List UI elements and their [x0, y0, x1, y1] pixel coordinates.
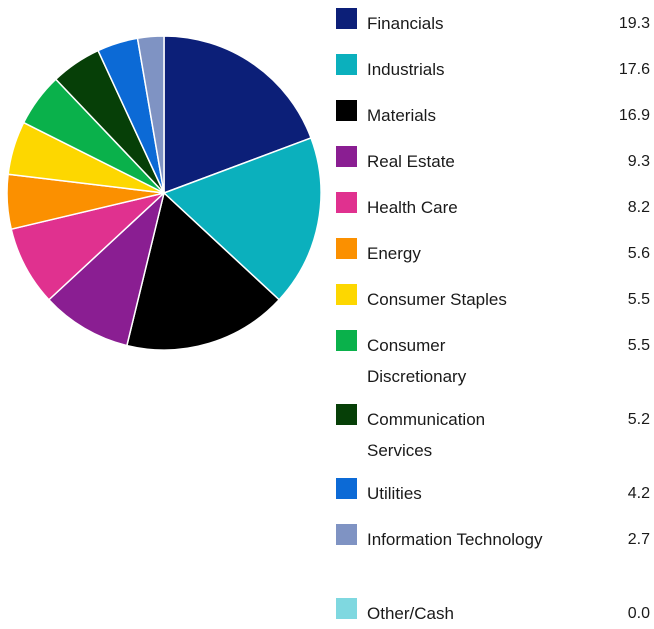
pie-slice-materials: [126, 192, 280, 351]
pie-slice-financials: [163, 35, 312, 194]
chart-legend: Financials 19.3 Industrials 17.6 Materials 16…: [336, 0, 654, 623]
pie-chart: [6, 35, 322, 351]
legend-label: Consumer Staples: [367, 290, 507, 309]
pie-slice-real-estate: [48, 192, 165, 347]
legend-label: Health Care: [367, 198, 458, 217]
pie-slice-industrials: [163, 137, 322, 301]
legend-label: Real Estate: [367, 152, 455, 171]
legend-swatch: [336, 524, 357, 545]
legend-swatch: [336, 8, 357, 29]
legend-swatch: [336, 598, 357, 619]
legend-label: Information Technology: [367, 530, 543, 549]
legend-value: 5.5: [627, 291, 650, 308]
legend-swatch: [336, 192, 357, 213]
legend-value: 16.9: [618, 107, 650, 124]
legend-value: 5.2: [627, 411, 650, 428]
legend-label: Industrials: [367, 60, 445, 79]
legend-value: 17.6: [618, 61, 650, 78]
legend-label: Materials: [367, 106, 436, 125]
legend-value: 19.3: [618, 15, 650, 32]
legend-value: 9.3: [627, 153, 650, 170]
legend-label: Utilities: [367, 484, 422, 503]
legend-value: 5.6: [627, 245, 650, 262]
legend-label: Consumer Discretionary: [367, 336, 467, 386]
legend-value: 8.2: [627, 199, 650, 216]
legend-value: 2.7: [627, 531, 650, 548]
legend-swatch: [336, 284, 357, 305]
pie-slice-information-technology: [136, 35, 165, 194]
legend-swatch: [336, 404, 357, 425]
legend-swatch: [336, 478, 357, 499]
legend-swatch: [336, 100, 357, 121]
legend-label: Energy: [367, 244, 421, 263]
legend-value: 4.2: [627, 485, 650, 502]
legend-swatch: [336, 54, 357, 75]
legend-label: Communication Services: [367, 410, 486, 460]
legend-value: 0.0: [627, 605, 650, 622]
legend-label: Financials: [367, 14, 444, 33]
legend-value: 5.5: [627, 337, 650, 354]
legend-swatch: [336, 146, 357, 167]
legend-swatch: [336, 238, 357, 259]
legend-label: Other/Cash: [367, 604, 454, 623]
legend-swatch: [336, 330, 357, 351]
